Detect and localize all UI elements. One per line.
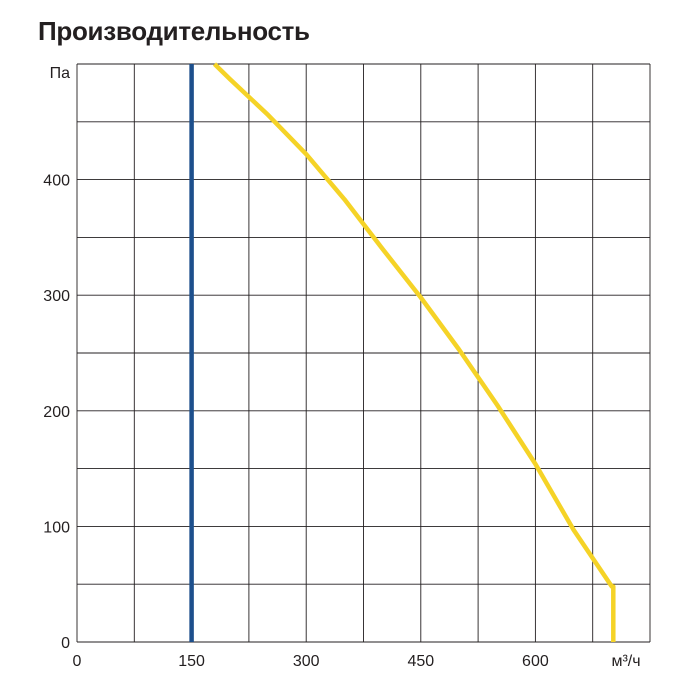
x-tick-label: 300 [293, 653, 320, 670]
y-tick-label: 100 [43, 519, 70, 536]
series-group [189, 62, 616, 642]
y-tick-label: 400 [43, 173, 70, 190]
grid [76, 63, 651, 643]
performance-curve [212, 62, 616, 642]
y-tick-label: 200 [43, 404, 70, 421]
y-axis-label: Па [50, 65, 71, 82]
x-tick-label: 0 [73, 653, 82, 670]
x-tick-label: 450 [407, 653, 434, 670]
y-tick-labels: 0 100 200 300 400 [43, 173, 70, 652]
x-axis-label: м³/ч [611, 653, 640, 670]
y-tick-label: 300 [43, 288, 70, 305]
x-tick-label: 600 [522, 653, 549, 670]
chart-title: Производительность [38, 16, 310, 46]
x-tick-label: 150 [178, 653, 205, 670]
x-tick-labels: 0 150 300 450 600 [73, 653, 549, 670]
y-tick-label: 0 [61, 635, 70, 652]
